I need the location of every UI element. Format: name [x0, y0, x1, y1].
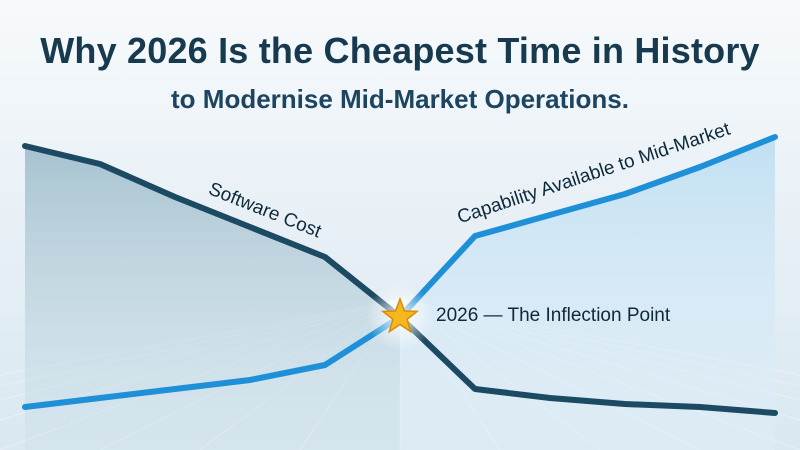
chart-title: Why 2026 Is the Cheapest Time in History — [40, 30, 760, 71]
star-icon — [380, 296, 420, 334]
capability-area — [400, 137, 775, 450]
cost-area — [25, 146, 400, 450]
chart-subtitle: to Modernise Mid-Market Operations. — [171, 84, 629, 114]
inflection-point-label: 2026 — The Inflection Point — [436, 305, 671, 326]
